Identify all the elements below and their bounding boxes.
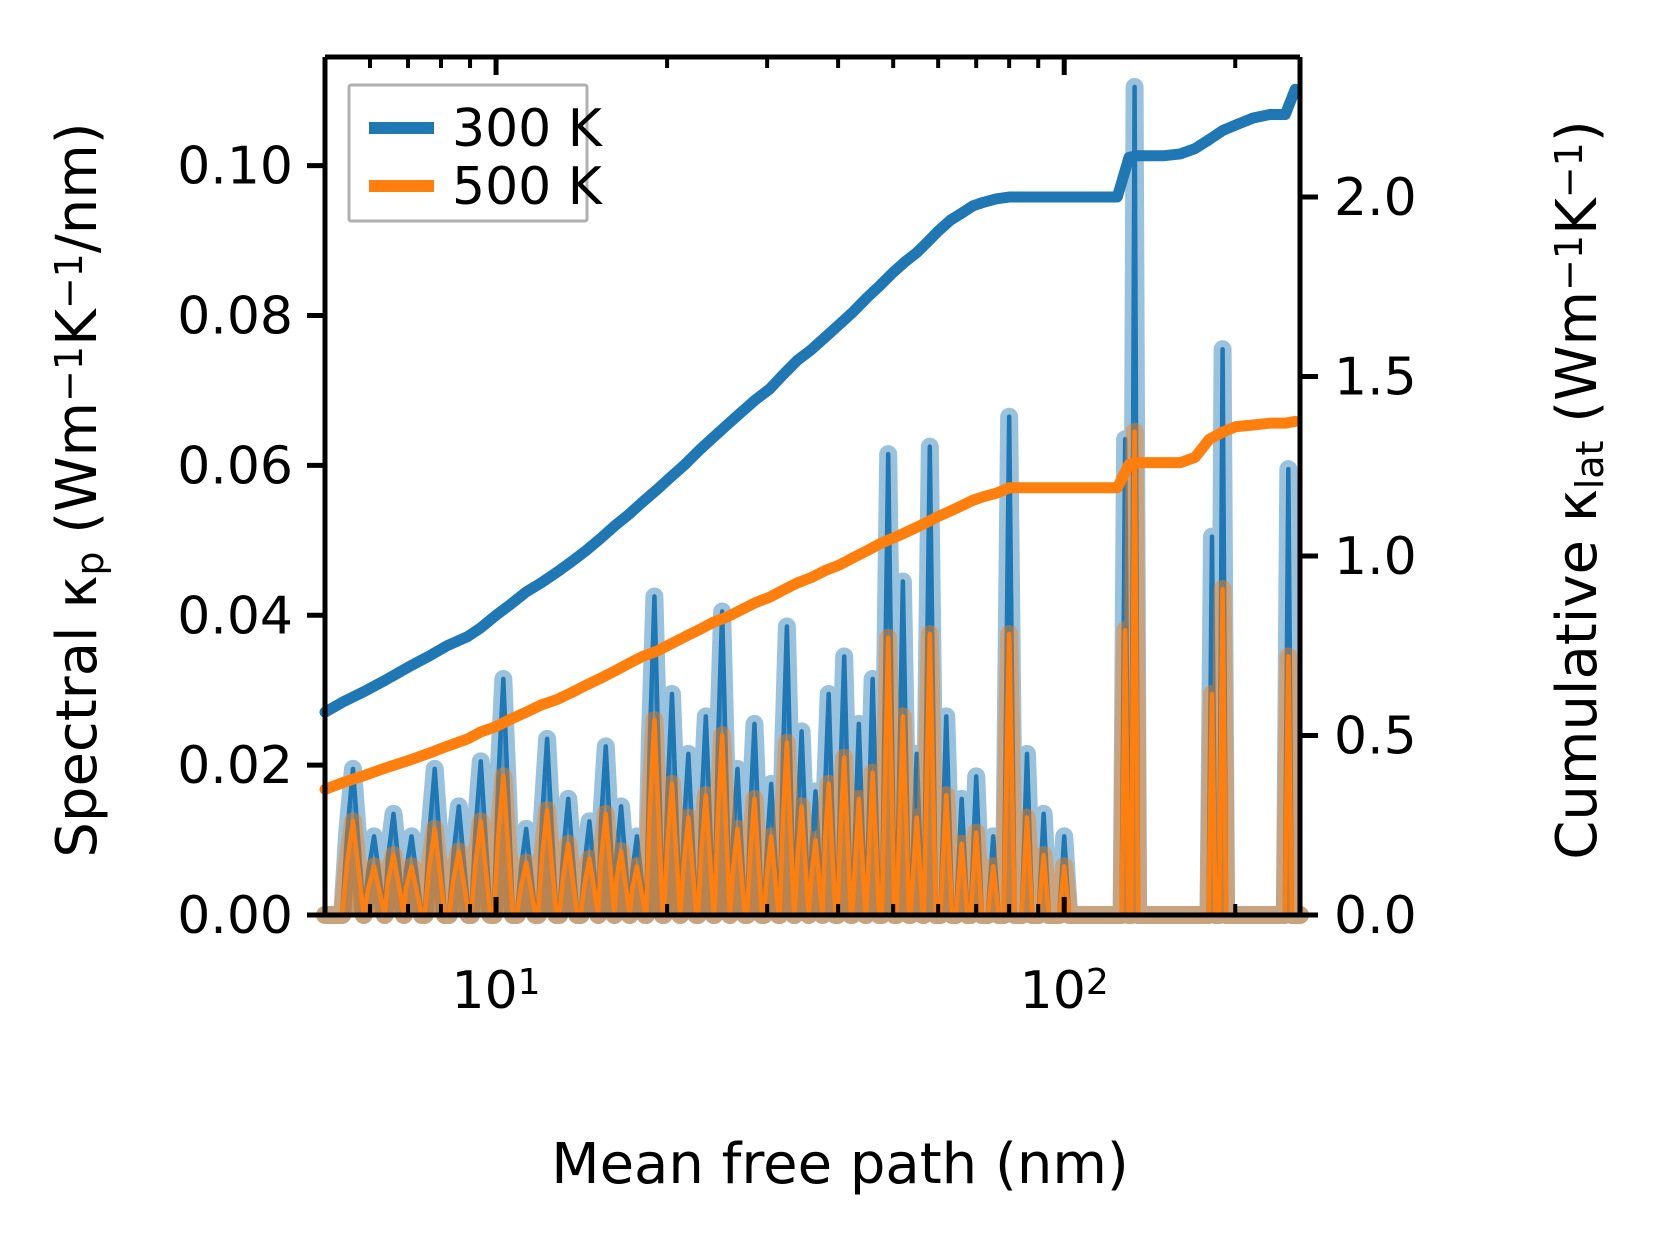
legend[interactable]: 300 K 500 K xyxy=(347,83,604,223)
y-right-label-sup2: −1 xyxy=(1547,142,1591,198)
legend-item-500k[interactable]: 500 K xyxy=(369,157,604,217)
x-tick-label: 101 xyxy=(452,961,541,1021)
spectral-outline-500k xyxy=(316,422,1309,924)
y-right-label-sup1: −1 xyxy=(1547,235,1591,291)
svg-text:Cumulative κlat (Wm−1K−1): Cumulative κlat (Wm−1K−1) xyxy=(1545,120,1612,859)
y-right-label-unit-open: (Wm xyxy=(1545,291,1610,441)
y-left-label-sub: p xyxy=(68,552,112,576)
y-right-label-mid: K xyxy=(1545,197,1610,235)
y-left-label-sup1: −1 xyxy=(47,346,91,402)
legend-item-300k[interactable]: 300 K xyxy=(369,99,604,159)
y-left-label-sup2: −1 xyxy=(47,253,91,309)
y-right-tick-label: 2.0 xyxy=(1334,168,1417,228)
y-left-tick-label: 0.08 xyxy=(177,287,293,347)
y-left-tick-label: 0.04 xyxy=(177,586,293,646)
cumulative-curve-300k xyxy=(319,83,1301,718)
x-axis-label: Mean free path (nm) xyxy=(551,1132,1128,1197)
svg-text:Spectral κp (Wm−1K−1/nm): Spectral κp (Wm−1K−1/nm) xyxy=(45,122,112,857)
y-left-label-tail: /nm) xyxy=(45,122,110,253)
y-left-tick-label: 0.00 xyxy=(177,886,293,946)
y-left-tick-label: 0.06 xyxy=(177,436,293,496)
y-left-label-mid: K xyxy=(45,308,110,346)
axis-ticks xyxy=(307,57,1318,918)
y-right-tick-label: 0.5 xyxy=(1334,707,1417,767)
y-right-label-sub: lat xyxy=(1568,441,1612,490)
legend-label-500k: 500 K xyxy=(452,157,604,217)
y-axis-right-label: Cumulative κlat (Wm−1K−1) xyxy=(1545,120,1612,859)
y-right-tick-label: 1.0 xyxy=(1334,527,1417,587)
axes-spines xyxy=(322,54,1303,918)
y-left-label-unit-open: (Wm xyxy=(45,402,110,552)
y-left-label-prefix: Spectral κ xyxy=(45,576,110,858)
y-right-label-tail: ) xyxy=(1545,120,1610,142)
y-axis-left-label: Spectral κp (Wm−1K−1/nm) xyxy=(45,122,112,857)
axis-tick-labels: 101 102 0.00 0.02 0.04 0.06 0.08 0.10 0.0 0.5 1.0 1… xyxy=(177,137,1416,1021)
y-right-label-prefix: Cumulative κ xyxy=(1545,489,1610,859)
y-left-tick-label: 0.02 xyxy=(177,736,293,796)
cumulative-curve-500k xyxy=(319,415,1301,795)
legend-label-300k: 300 K xyxy=(452,99,604,159)
x-tick-label: 102 xyxy=(1020,961,1109,1021)
y-right-tick-label: 0.0 xyxy=(1334,886,1417,946)
y-left-tick-label: 0.10 xyxy=(177,137,293,197)
y-right-tick-label: 1.5 xyxy=(1334,348,1417,408)
